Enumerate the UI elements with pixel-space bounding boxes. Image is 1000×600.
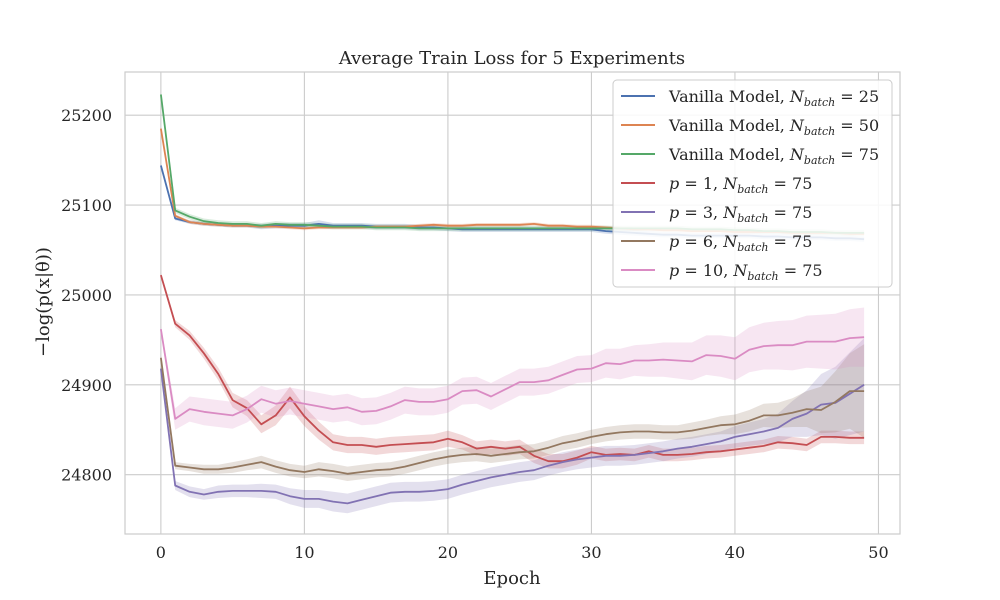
series-band-2 <box>160 92 865 236</box>
series-line-3 <box>160 274 865 463</box>
legend-entry-1: Vanilla Model, Nbatch = 50 <box>668 116 879 138</box>
x-tick-label: 50 <box>868 543 888 562</box>
series-line-4 <box>160 368 865 505</box>
grid <box>125 72 900 534</box>
x-tick-label: 30 <box>581 543 601 562</box>
x-tick-label: 40 <box>725 543 745 562</box>
tick-labels: 0 10 20 30 40 50 24800 24900 25000 25100 25200 <box>61 106 889 562</box>
x-axis-label: Epoch <box>483 568 541 589</box>
y-tick-label: 25200 <box>61 106 112 125</box>
legend: Vanilla Model, Nbatch = 25 Vanilla Model,… <box>612 79 893 288</box>
series-band-6 <box>160 307 865 430</box>
series-band-4 <box>160 338 865 514</box>
x-tick-label: 0 <box>156 543 166 562</box>
legend-box <box>612 79 893 288</box>
legend-entry-0: Vanilla Model, Nbatch = 25 <box>668 87 879 109</box>
legend-entry-4: p = 3, Nbatch = 75 <box>669 203 812 225</box>
y-tick-label: 24900 <box>61 376 112 395</box>
y-tick-label: 24800 <box>61 466 112 485</box>
y-tick-label: 25100 <box>61 196 112 215</box>
x-tick-label: 20 <box>438 543 458 562</box>
legend-entry-2: Vanilla Model, Nbatch = 75 <box>668 145 879 167</box>
chart-title: Average Train Loss for 5 Experiments <box>338 48 685 69</box>
series-lines <box>160 94 865 505</box>
legend-entry-3: p = 1, Nbatch = 75 <box>669 174 812 196</box>
legend-entry-6: p = 10, Nbatch = 75 <box>669 261 823 283</box>
y-axis-label: −log(p(x|θ)) <box>33 247 54 357</box>
series-band-3 <box>160 273 865 469</box>
series-line-6 <box>160 328 865 420</box>
x-tick-label: 10 <box>294 543 314 562</box>
series-line-5 <box>160 357 865 475</box>
legend-entry-5: p = 6, Nbatch = 75 <box>669 232 812 254</box>
y-tick-label: 25000 <box>61 286 112 305</box>
